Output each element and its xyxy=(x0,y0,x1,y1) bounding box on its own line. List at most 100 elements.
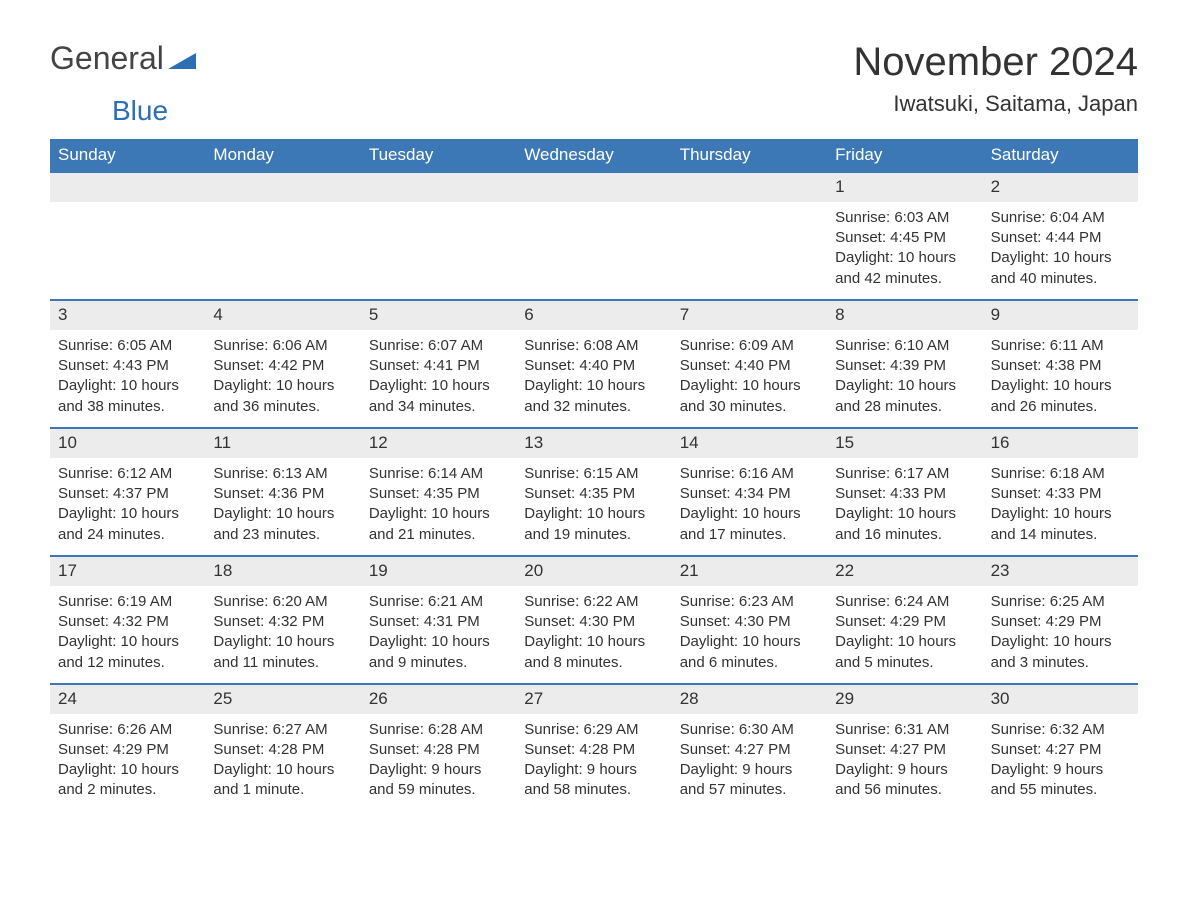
sunrise: Sunrise: 6:14 AM xyxy=(369,464,508,484)
daylight: Daylight: 10 hours and 26 minutes. xyxy=(991,376,1130,417)
sunrise: Sunrise: 6:04 AM xyxy=(991,208,1130,228)
sunrise: Sunrise: 6:26 AM xyxy=(58,720,197,740)
day-cell: 21Sunrise: 6:23 AMSunset: 4:30 PMDayligh… xyxy=(672,557,827,683)
sunset: Sunset: 4:39 PM xyxy=(835,356,974,376)
sunset: Sunset: 4:37 PM xyxy=(58,484,197,504)
sunrise: Sunrise: 6:08 AM xyxy=(524,336,663,356)
day-cell: 10Sunrise: 6:12 AMSunset: 4:37 PMDayligh… xyxy=(50,429,205,555)
day-number: 2 xyxy=(983,173,1138,202)
sunset: Sunset: 4:40 PM xyxy=(680,356,819,376)
daylight: Daylight: 10 hours and 6 minutes. xyxy=(680,632,819,673)
day-cell: 4Sunrise: 6:06 AMSunset: 4:42 PMDaylight… xyxy=(205,301,360,427)
day-cell: 15Sunrise: 6:17 AMSunset: 4:33 PMDayligh… xyxy=(827,429,982,555)
day-number xyxy=(205,173,360,202)
daylight: Daylight: 9 hours and 55 minutes. xyxy=(991,760,1130,801)
day-number: 6 xyxy=(516,301,671,330)
sunrise: Sunrise: 6:18 AM xyxy=(991,464,1130,484)
sunrise: Sunrise: 6:09 AM xyxy=(680,336,819,356)
daylight: Daylight: 10 hours and 3 minutes. xyxy=(991,632,1130,673)
logo-text-general: General xyxy=(50,40,164,77)
day-cell: 23Sunrise: 6:25 AMSunset: 4:29 PMDayligh… xyxy=(983,557,1138,683)
day-cell: 16Sunrise: 6:18 AMSunset: 4:33 PMDayligh… xyxy=(983,429,1138,555)
day-number: 30 xyxy=(983,685,1138,714)
sunrise: Sunrise: 6:07 AM xyxy=(369,336,508,356)
sunset: Sunset: 4:42 PM xyxy=(213,356,352,376)
day-cell: 18Sunrise: 6:20 AMSunset: 4:32 PMDayligh… xyxy=(205,557,360,683)
day-number: 26 xyxy=(361,685,516,714)
sunrise: Sunrise: 6:25 AM xyxy=(991,592,1130,612)
day-cell xyxy=(672,173,827,299)
dow-cell: Thursday xyxy=(672,139,827,171)
sunrise: Sunrise: 6:15 AM xyxy=(524,464,663,484)
dow-cell: Friday xyxy=(827,139,982,171)
daylight: Daylight: 10 hours and 16 minutes. xyxy=(835,504,974,545)
sunrise: Sunrise: 6:22 AM xyxy=(524,592,663,612)
sunset: Sunset: 4:41 PM xyxy=(369,356,508,376)
daylight: Daylight: 10 hours and 28 minutes. xyxy=(835,376,974,417)
day-number: 19 xyxy=(361,557,516,586)
sunset: Sunset: 4:32 PM xyxy=(58,612,197,632)
logo-triangle-icon xyxy=(168,40,196,77)
sunset: Sunset: 4:32 PM xyxy=(213,612,352,632)
day-number: 15 xyxy=(827,429,982,458)
day-number xyxy=(50,173,205,202)
day-cell: 29Sunrise: 6:31 AMSunset: 4:27 PMDayligh… xyxy=(827,685,982,811)
daylight: Daylight: 10 hours and 34 minutes. xyxy=(369,376,508,417)
day-cell: 28Sunrise: 6:30 AMSunset: 4:27 PMDayligh… xyxy=(672,685,827,811)
sunset: Sunset: 4:29 PM xyxy=(991,612,1130,632)
week-row: 17Sunrise: 6:19 AMSunset: 4:32 PMDayligh… xyxy=(50,555,1138,683)
daylight: Daylight: 10 hours and 38 minutes. xyxy=(58,376,197,417)
day-number: 12 xyxy=(361,429,516,458)
day-cell: 6Sunrise: 6:08 AMSunset: 4:40 PMDaylight… xyxy=(516,301,671,427)
sunrise: Sunrise: 6:10 AM xyxy=(835,336,974,356)
day-cell: 14Sunrise: 6:16 AMSunset: 4:34 PMDayligh… xyxy=(672,429,827,555)
day-number: 17 xyxy=(50,557,205,586)
weeks-container: 1Sunrise: 6:03 AMSunset: 4:45 PMDaylight… xyxy=(50,171,1138,811)
sunset: Sunset: 4:28 PM xyxy=(213,740,352,760)
logo: General xyxy=(50,40,196,77)
sunset: Sunset: 4:40 PM xyxy=(524,356,663,376)
day-number: 13 xyxy=(516,429,671,458)
day-cell xyxy=(361,173,516,299)
sunrise: Sunrise: 6:11 AM xyxy=(991,336,1130,356)
daylight: Daylight: 10 hours and 23 minutes. xyxy=(213,504,352,545)
day-number: 3 xyxy=(50,301,205,330)
day-cell xyxy=(205,173,360,299)
daylight: Daylight: 10 hours and 42 minutes. xyxy=(835,248,974,289)
sunrise: Sunrise: 6:20 AM xyxy=(213,592,352,612)
daylight: Daylight: 10 hours and 8 minutes. xyxy=(524,632,663,673)
title-block: November 2024 Iwatsuki, Saitama, Japan xyxy=(853,40,1138,117)
sunset: Sunset: 4:35 PM xyxy=(524,484,663,504)
day-cell xyxy=(516,173,671,299)
daylight: Daylight: 9 hours and 57 minutes. xyxy=(680,760,819,801)
dow-cell: Wednesday xyxy=(516,139,671,171)
sunset: Sunset: 4:27 PM xyxy=(835,740,974,760)
sunset: Sunset: 4:27 PM xyxy=(680,740,819,760)
daylight: Daylight: 10 hours and 36 minutes. xyxy=(213,376,352,417)
calendar: SundayMondayTuesdayWednesdayThursdayFrid… xyxy=(50,139,1138,811)
sunset: Sunset: 4:29 PM xyxy=(835,612,974,632)
day-cell: 7Sunrise: 6:09 AMSunset: 4:40 PMDaylight… xyxy=(672,301,827,427)
daylight: Daylight: 10 hours and 14 minutes. xyxy=(991,504,1130,545)
day-cell: 27Sunrise: 6:29 AMSunset: 4:28 PMDayligh… xyxy=(516,685,671,811)
day-number xyxy=(672,173,827,202)
day-cell: 3Sunrise: 6:05 AMSunset: 4:43 PMDaylight… xyxy=(50,301,205,427)
day-number: 16 xyxy=(983,429,1138,458)
daylight: Daylight: 10 hours and 5 minutes. xyxy=(835,632,974,673)
sunrise: Sunrise: 6:16 AM xyxy=(680,464,819,484)
day-cell: 1Sunrise: 6:03 AMSunset: 4:45 PMDaylight… xyxy=(827,173,982,299)
sunset: Sunset: 4:27 PM xyxy=(991,740,1130,760)
day-cell: 9Sunrise: 6:11 AMSunset: 4:38 PMDaylight… xyxy=(983,301,1138,427)
sunrise: Sunrise: 6:30 AM xyxy=(680,720,819,740)
sunset: Sunset: 4:45 PM xyxy=(835,228,974,248)
daylight: Daylight: 9 hours and 58 minutes. xyxy=(524,760,663,801)
week-row: 10Sunrise: 6:12 AMSunset: 4:37 PMDayligh… xyxy=(50,427,1138,555)
day-cell: 26Sunrise: 6:28 AMSunset: 4:28 PMDayligh… xyxy=(361,685,516,811)
day-cell: 30Sunrise: 6:32 AMSunset: 4:27 PMDayligh… xyxy=(983,685,1138,811)
sunset: Sunset: 4:35 PM xyxy=(369,484,508,504)
sunset: Sunset: 4:30 PM xyxy=(524,612,663,632)
sunrise: Sunrise: 6:12 AM xyxy=(58,464,197,484)
sunrise: Sunrise: 6:19 AM xyxy=(58,592,197,612)
day-cell: 25Sunrise: 6:27 AMSunset: 4:28 PMDayligh… xyxy=(205,685,360,811)
day-cell: 2Sunrise: 6:04 AMSunset: 4:44 PMDaylight… xyxy=(983,173,1138,299)
